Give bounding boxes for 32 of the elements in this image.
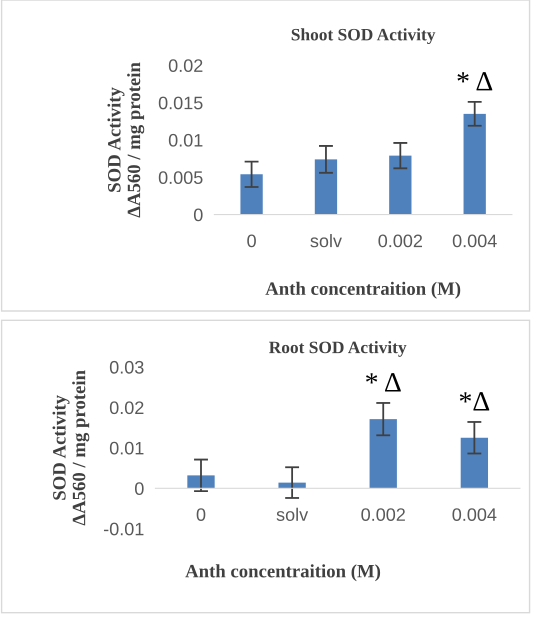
x-axis-title: Anth concentraition (M) — [265, 282, 460, 299]
x-tick-label: solv — [276, 508, 308, 521]
annotation: *Δ — [460, 392, 490, 410]
bar — [314, 159, 338, 215]
x-tick-label: 0.004 — [452, 508, 496, 521]
y-axis-title: SOD Activity ΔA560 / mg protein — [107, 62, 144, 218]
bar — [389, 156, 412, 215]
y-tick-label: 0 — [134, 482, 144, 495]
y-tick-label: 0.015 — [158, 96, 203, 110]
x-tick-label: 0 — [247, 234, 256, 248]
x-axis-title: Anth concentraition (M) — [185, 564, 380, 582]
x-tick-label: solv — [310, 234, 342, 248]
bar — [240, 174, 263, 215]
y-tick-label: 0 — [194, 208, 203, 222]
x-tick-label: 0.002 — [378, 234, 422, 248]
bar — [464, 114, 486, 215]
y-tick-label: 0.01 — [168, 134, 202, 147]
chart-title: Root SOD Activity — [269, 341, 406, 357]
bar — [370, 419, 397, 488]
bar — [460, 438, 488, 488]
chart-title: Shoot SOD Activity — [292, 28, 436, 44]
y-tick-label: 0.03 — [110, 360, 144, 374]
x-tick-label: 0.002 — [361, 508, 405, 521]
y-axis-title: SOD Activity ΔA560 / mg protein — [52, 370, 90, 526]
x-tick-label: 0.004 — [452, 234, 497, 248]
annotation: * Δ — [457, 72, 492, 90]
y-tick-label: 0.02 — [110, 401, 144, 414]
y-tick-label: -0.01 — [104, 522, 144, 536]
y-tick-label: 0.01 — [110, 442, 144, 455]
annotation: * Δ — [366, 373, 401, 392]
y-tick-label: 0.005 — [158, 171, 203, 184]
y-tick-label: 0.02 — [168, 59, 202, 72]
